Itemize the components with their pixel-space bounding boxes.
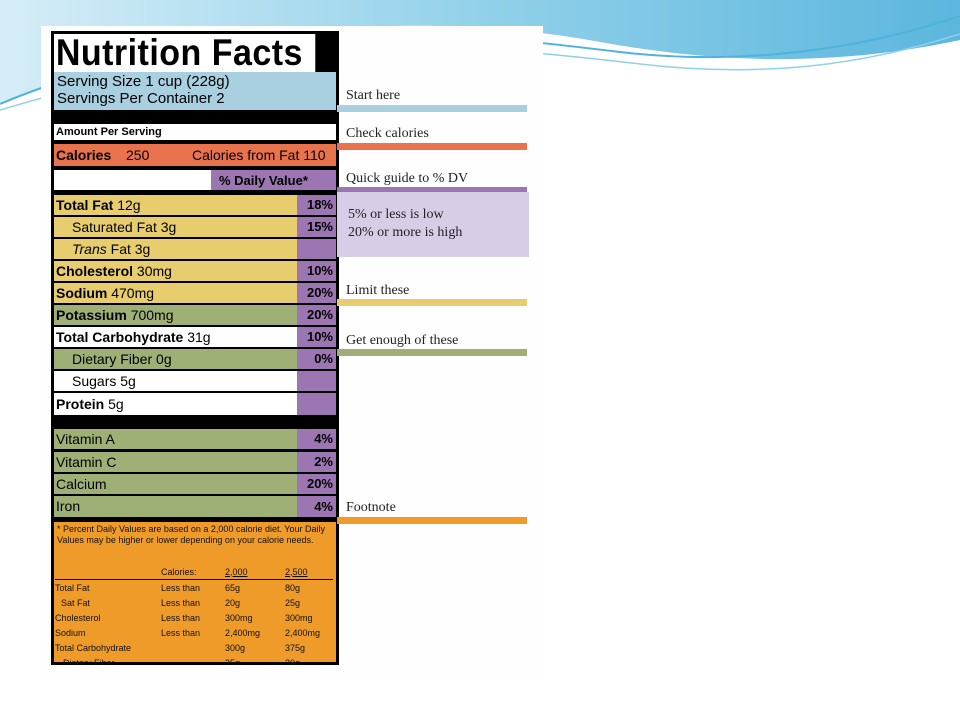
vitamin-row: Vitamin A 4% <box>54 429 336 449</box>
label-title: Nutrition Facts <box>54 34 316 72</box>
annotation-bar-calories <box>337 143 527 150</box>
nutrition-facts-label: Nutrition Facts Serving Size 1 cup (228g… <box>51 31 339 665</box>
nutrient-name: Sugars <box>72 373 117 389</box>
calories-value: 250 <box>126 147 150 163</box>
nutrient-amount: 30mg <box>136 263 172 279</box>
nutrient-dv <box>297 239 336 259</box>
annotation-get-enough: Get enough of these <box>346 333 459 348</box>
vitamin-row: Vitamin C 2% <box>54 452 336 472</box>
nutrient-row: Sugars 5g <box>54 371 336 391</box>
nutrient-dv: 18% <box>297 195 336 215</box>
nutrient-name: Protein <box>56 396 105 412</box>
nutrient-dv <box>297 371 336 391</box>
vitamin-dv: 4% <box>297 429 336 449</box>
nutrient-name: Total Carbohydrate <box>56 329 184 345</box>
footnote-text: * Percent Daily Values are based on a 2,… <box>57 524 325 545</box>
nutrient-amount: 3g <box>134 241 151 257</box>
nutrient-name: Total Fat <box>56 197 114 213</box>
annotation-bar-limit <box>337 299 527 306</box>
nutrient-dv: 20% <box>297 305 336 325</box>
vitamin-name: Calcium <box>56 476 107 492</box>
nutrient-name: Saturated Fat <box>72 219 157 235</box>
calories-label: Calories <box>56 147 112 163</box>
calories-from-fat: Calories from Fat 110 <box>192 147 326 163</box>
dv-low-text: 5% or less is low <box>348 207 444 222</box>
annotation-footnote: Footnote <box>346 500 396 515</box>
nutrient-row: Protein 5g <box>54 393 336 415</box>
nutrient-amount: 470mg <box>111 285 155 301</box>
nutrient-name: Sodium <box>56 285 108 301</box>
vitamin-name: Iron <box>56 498 81 514</box>
nutrient-name: Potassium <box>56 307 127 323</box>
nutrient-row: Total Fat 12g 18% <box>54 195 336 215</box>
vitamin-dv: 20% <box>297 474 336 494</box>
nutrient-row: Potassium 700mg 20% <box>54 305 336 325</box>
nutrient-row: Sodium 470mg 20% <box>54 283 336 303</box>
nutrient-dv: 10% <box>297 327 336 347</box>
nutrient-name: Trans <box>72 241 107 257</box>
serving-info: Serving Size 1 cup (228g) Servings Per C… <box>54 72 336 110</box>
nutrient-amount: 3g <box>160 219 177 235</box>
amount-per-serving: Amount Per Serving <box>56 126 162 138</box>
nutrient-dv: 15% <box>297 217 336 237</box>
annotation-bar-footnote <box>337 517 527 524</box>
nutrient-dv: 10% <box>297 261 336 281</box>
annotation-bar-dv <box>337 187 527 194</box>
nutrient-amount: 12g <box>117 197 141 213</box>
vitamin-row: Iron 4% <box>54 496 336 517</box>
nutrient-name: Dietary Fiber <box>72 351 153 367</box>
annotation-start-here: Start here <box>346 88 401 103</box>
nutrient-amount: 31g <box>187 329 211 345</box>
nutrient-dv: 0% <box>297 349 336 369</box>
nutrient-amount: 5g <box>120 373 136 389</box>
footnote-table: Calories: 2,000 2,500 Total Fat Less tha… <box>55 564 333 665</box>
nutrient-name-suffix: Fat <box>110 241 131 257</box>
vitamin-row: Calcium 20% <box>54 474 336 494</box>
nutrient-row: Total Carbohydrate 31g 10% <box>54 327 336 347</box>
amount-per-serving-row: Amount Per Serving <box>54 124 336 140</box>
annotation-bar-start <box>337 105 527 112</box>
nutrient-row: Dietary Fiber 0g 0% <box>54 349 336 369</box>
nutrient-amount: 5g <box>108 396 124 412</box>
annotation-check-calories: Check calories <box>346 126 429 141</box>
nutrient-amount: 700mg <box>130 307 174 323</box>
dv-high-text: 20% or more is high <box>348 225 463 240</box>
daily-value-header: % Daily Value* <box>219 173 308 188</box>
vitamin-dv: 2% <box>297 452 336 472</box>
nutrient-row: Trans Fat 3g <box>54 239 336 259</box>
vitamin-name: Vitamin A <box>56 431 115 447</box>
nutrient-row: Cholesterol 30mg 10% <box>54 261 336 281</box>
vitamin-dv: 4% <box>297 496 336 517</box>
nutrient-dv <box>297 393 336 415</box>
serving-size: Serving Size 1 cup (228g) <box>57 73 230 90</box>
servings-per-container: Servings Per Container 2 <box>57 90 225 107</box>
vitamin-name: Vitamin C <box>56 454 117 470</box>
nutrient-name: Cholesterol <box>56 263 134 279</box>
dv-guide-box: 5% or less is low 20% or more is high <box>337 192 529 257</box>
daily-value-header-row: % Daily Value* <box>54 170 336 190</box>
calories-row: Calories 250 Calories from Fat 110 <box>54 144 336 166</box>
nutrient-row: Saturated Fat 3g 15% <box>54 217 336 237</box>
annotation-quick-guide: Quick guide to % DV <box>346 171 469 186</box>
annotation-bar-get-enough <box>337 349 527 356</box>
nutrient-amount: 0g <box>156 351 172 367</box>
footnote-section: * Percent Daily Values are based on a 2,… <box>54 522 336 665</box>
annotation-limit-these: Limit these <box>346 283 410 298</box>
nutrient-dv: 20% <box>297 283 336 303</box>
